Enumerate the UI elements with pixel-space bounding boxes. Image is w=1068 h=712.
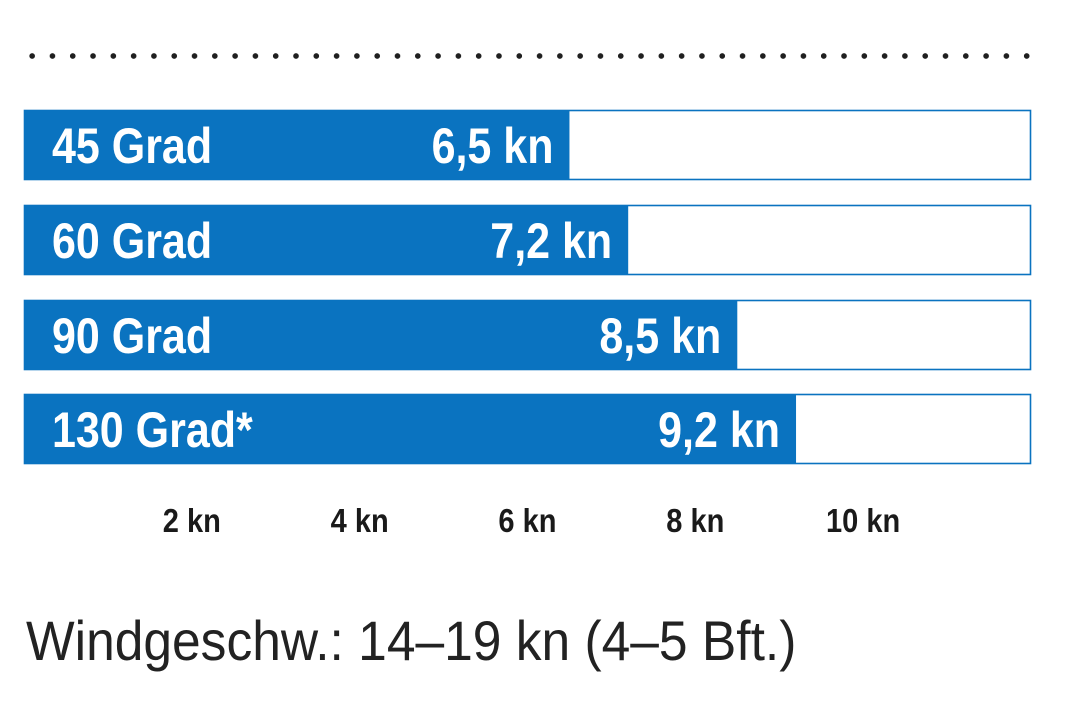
dotted-divider <box>22 52 1038 60</box>
wind-speed-footnote: Windgeschw.: 14–19 kn (4–5 Bft.) <box>26 609 797 672</box>
bar-value-label: 7,2 kn <box>490 213 612 269</box>
x-tick-label: 4 kn <box>331 502 389 539</box>
bar-chart: 45 Grad 6,5 kn 60 Grad 7,2 kn 90 Grad 8,5 kn 1… <box>23 109 1032 539</box>
bar <box>24 205 629 275</box>
bar-value-label: 6,5 kn <box>432 118 554 174</box>
bar <box>24 394 797 464</box>
bar-value-label: 8,5 kn <box>599 308 721 364</box>
bar-category-label: 45 Grad <box>52 118 212 174</box>
bar-category-label: 90 Grad <box>52 308 212 364</box>
x-tick-label: 6 kn <box>498 502 556 539</box>
x-tick-label: 10 kn <box>826 502 900 539</box>
bar <box>24 110 570 180</box>
bar <box>24 300 738 370</box>
x-tick-label: 2 kn <box>163 502 221 539</box>
bar-category-label: 130 Grad* <box>52 402 254 458</box>
x-tick-label: 8 kn <box>666 502 724 539</box>
bar-category-label: 60 Grad <box>52 213 212 269</box>
bar-value-label: 9,2 kn <box>658 402 780 458</box>
